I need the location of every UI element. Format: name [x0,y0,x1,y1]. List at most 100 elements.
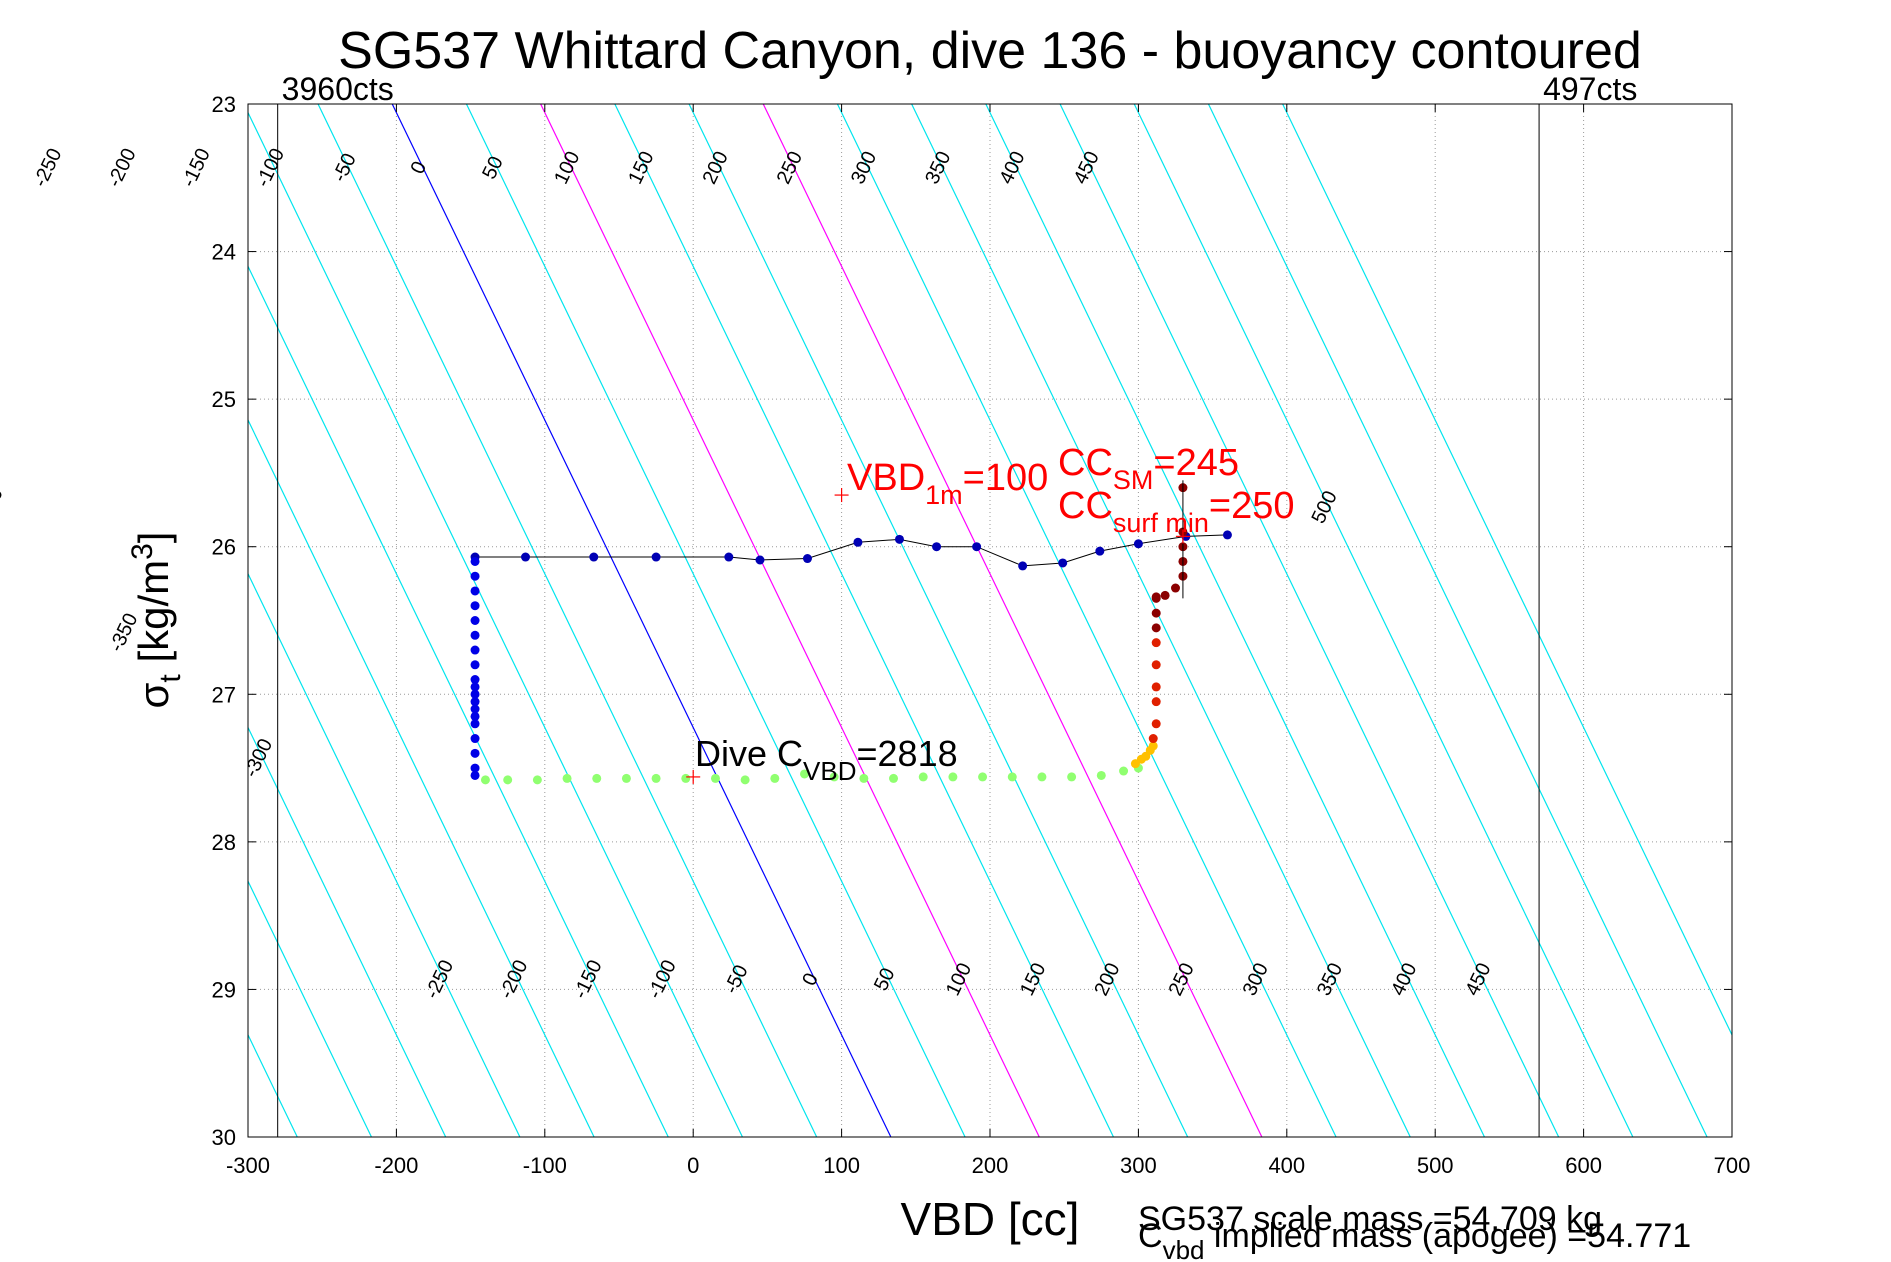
y-label-sup: 3 [126,543,159,560]
contour-line [836,104,1337,1137]
data-point [651,552,661,562]
data-point [1133,539,1143,549]
y-tick-label: 30 [212,1125,236,1150]
contour-line [688,104,1189,1137]
annotation-ccsm-main: CC [1058,442,1113,484]
y-label-base: σ [130,682,177,708]
contour-line [762,104,1263,1137]
data-point [1151,592,1161,602]
x-tick-label: -300 [226,1153,270,1178]
implied-sub: vbd [1163,1235,1205,1262]
data-point [470,704,480,714]
y-tick-label: 26 [212,535,236,560]
data-point [681,773,691,783]
data-point [1151,682,1161,692]
y-axis-label: σt [kg/m3] [126,532,187,709]
y-tick-label: 27 [212,682,236,707]
data-point [710,773,720,783]
data-point [1151,638,1161,648]
data-point [894,534,904,544]
data-point [948,772,958,782]
contour-line [248,111,744,1137]
data-point [470,645,480,655]
annotation-divec-main: Dive C [695,733,803,774]
x-tick-label: 0 [687,1153,699,1178]
annotation-ccsurf-sub: surf min [1113,508,1209,538]
data-point [755,555,765,565]
data-point [740,775,750,785]
contour-line [911,104,1411,1137]
axis-ticks: -300 -200 -100 0 100 200 300 400 500 600 700 23 24 25… [212,92,1751,1178]
counts-label-left: 3960cts [282,71,394,107]
data-point [589,552,599,562]
data-point [1018,561,1028,571]
contour-line [1207,104,1708,1137]
contour-line [248,572,521,1137]
data-point [562,773,572,783]
data-point [592,773,602,783]
data-point [470,763,480,773]
implied-rest: implied mass (apogee) =54.771 [1204,1217,1691,1255]
contour-line [1133,104,1634,1137]
x-tick-label: -200 [374,1153,418,1178]
y-label-close: ] [130,532,177,544]
data-point [802,554,812,564]
annotation-ccsm-rest: =245 [1153,442,1239,484]
data-point [470,734,480,744]
grid-lines [248,104,1732,1137]
data-point [1148,734,1158,744]
y-tick-label: 25 [212,387,236,412]
contour-line [465,104,966,1137]
contour-line [248,264,669,1137]
markers [686,488,1190,784]
data-point [621,773,631,783]
annotation-ccsm: CCSM=245 [1058,442,1239,495]
data-point [1151,719,1161,729]
x-tick-label: -100 [523,1153,567,1178]
y-tick-label: 23 [212,92,236,117]
data-point [918,772,928,782]
data-point [1148,741,1158,751]
data-point [770,773,780,783]
x-tick-label: 200 [972,1153,1009,1178]
contour-line [1282,104,1732,1037]
implied-main: C [1138,1217,1163,1255]
implied-mass-text: Cvbd implied mass (apogee) =54.771 [1138,1217,1691,1262]
data-point [800,769,809,779]
contour-line [248,418,595,1137]
annotation-divec-rest: =2818 [857,733,958,774]
buoyancy-contours [248,104,1732,1137]
data-point [521,552,531,562]
data-point [470,630,480,640]
y-tick-label: 28 [212,830,236,855]
data-point [470,556,480,566]
data-point [1067,772,1077,782]
data-point [651,773,661,783]
x-tick-label: 500 [1417,1153,1454,1178]
annotation-vbd1m: VBD1m=100 [847,457,1048,510]
data-point [503,775,513,785]
data-point [1222,530,1232,540]
data-point [470,675,480,685]
y-tick-label: 29 [212,977,236,1002]
data-point [1151,623,1161,633]
data-point [1095,546,1105,556]
data-point [470,719,480,729]
annotation-divec-sub: VBD [803,756,856,786]
counts-label-right: 497cts [1543,71,1637,107]
data-point [829,772,839,782]
data-point [470,770,480,780]
data-point [932,542,942,552]
contour-line [248,879,373,1137]
y-tick-label: 24 [212,240,236,265]
data-point [1119,766,1129,776]
data-point [972,542,982,552]
annotation-ccsurf: CCsurf min=250 [1058,485,1295,538]
data-point [1007,772,1017,782]
annotation-ccsurf-rest: =250 [1209,485,1295,527]
contour-line [317,104,818,1137]
data-point [470,586,480,596]
data-point [470,601,480,611]
data-point [470,689,480,699]
